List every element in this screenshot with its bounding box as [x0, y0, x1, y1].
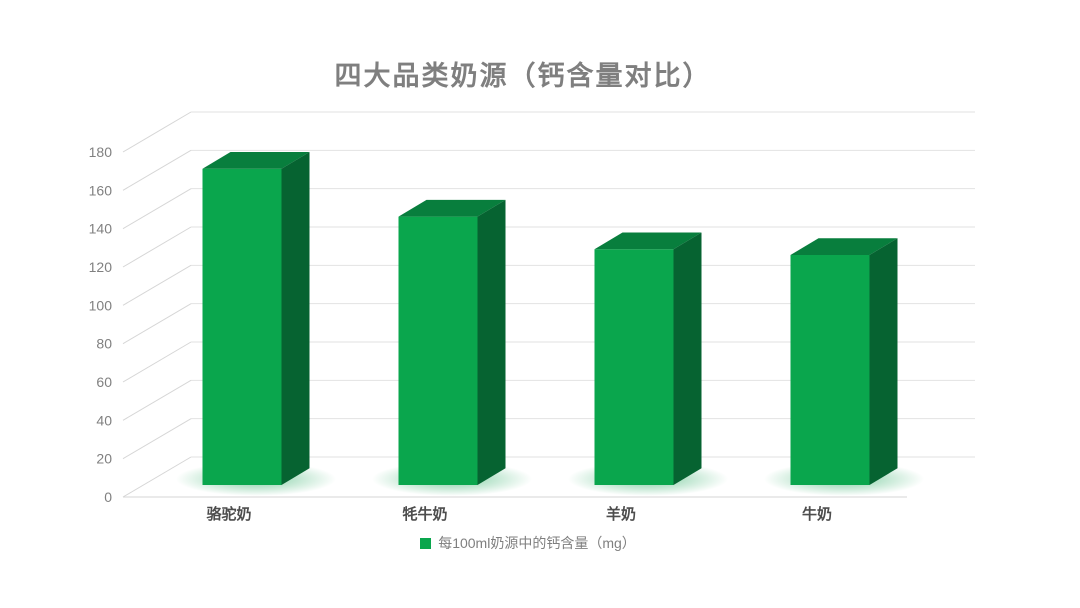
bar-front-face — [594, 249, 674, 485]
bar-front-face — [790, 255, 870, 485]
chart-legend: 每100ml奶源中的钙含量（mg） — [0, 533, 1056, 553]
y-axis-tick-label-100: 100 — [89, 297, 113, 313]
y-axis-slant-60 — [122, 341, 192, 383]
bar-3-牛奶 — [790, 238, 898, 485]
x-axis-label-0: 骆驼奶 — [206, 505, 251, 523]
bar-top-face — [594, 232, 702, 250]
bar-0-骆驼奶 — [202, 151, 310, 485]
bar-1-牦牛奶 — [398, 199, 506, 485]
y-axis-tick-label-20: 20 — [96, 451, 112, 467]
bar-front-face — [202, 168, 282, 485]
bar-2-羊奶 — [594, 232, 702, 485]
y-axis-slant-40 — [122, 379, 192, 421]
y-axis-tick-label-80: 80 — [96, 336, 112, 352]
bar-top-face — [202, 151, 310, 169]
bar-front-face — [398, 216, 478, 485]
y-axis-tick-label-140: 140 — [89, 221, 113, 237]
y-axis-tick-label-160: 160 — [89, 182, 113, 198]
y-axis-slant-80 — [122, 303, 192, 345]
y-axis-tick-label-0: 0 — [104, 489, 112, 505]
y-axis-slant-160 — [122, 149, 192, 191]
y-axis-slant-180 — [122, 111, 192, 153]
y-axis-tick-label-40: 40 — [96, 412, 112, 428]
legend-series-label: 每100ml奶源中的钙含量（mg） — [438, 535, 636, 551]
x-axis-label-2: 羊奶 — [606, 505, 636, 523]
legend-color-swatch — [420, 537, 432, 549]
y-axis-slant-100 — [122, 264, 192, 306]
y-axis-slant-140 — [122, 188, 192, 230]
chart-title: 四大品类奶源（钙含量对比） — [334, 61, 712, 91]
axis-labels-group: 0 20 40 60 80 100 120 140 160 180 骆驼奶 牦牛奶 羊奶 牛奶 — [89, 144, 832, 523]
x-axis-label-1: 牦牛奶 — [402, 505, 447, 523]
bar-top-face — [398, 199, 506, 217]
bar-top-face — [790, 238, 898, 255]
bar-side-face — [477, 199, 506, 485]
y-axis-slant-20 — [122, 418, 192, 460]
y-axis-tick-label-120: 120 — [89, 259, 113, 275]
bar-side-face — [281, 151, 310, 485]
y-axis-slant-0 — [122, 456, 192, 498]
y-axis-tick-label-60: 60 — [96, 374, 112, 390]
bars-group — [202, 151, 898, 485]
y-axis-tick-label-180: 180 — [89, 144, 113, 160]
x-axis-label-3: 牛奶 — [802, 505, 832, 523]
bar-side-face — [869, 238, 898, 485]
bar-side-face — [673, 232, 702, 485]
y-axis-slant-120 — [122, 226, 192, 268]
